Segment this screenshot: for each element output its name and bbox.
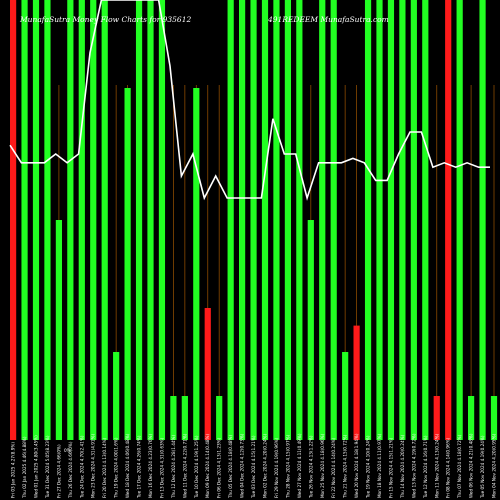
price-line xyxy=(9,0,490,201)
date-label: Fri 29 Nov 2024 4.19(0.96%) xyxy=(274,437,279,498)
volume-bar xyxy=(342,352,349,440)
volume-bar xyxy=(124,88,131,440)
date-label: Mon 02 Dec 2024 4.20(0.24%) xyxy=(263,433,268,498)
date-label: Thu 05 Dec 2024 4.18(0.48%) xyxy=(228,434,233,499)
volume-bar xyxy=(410,0,417,440)
volume-bar xyxy=(204,308,211,440)
date-label: Thu 12 Dec 2024 4.28(1.44%) xyxy=(171,434,176,499)
date-label: Wed 06 Nov 2024 4.21(0.48%) xyxy=(469,433,474,498)
volume-bar xyxy=(422,0,429,440)
date-label: Thu 07 Nov 2024 4.18(0.72%) xyxy=(457,434,462,499)
volume-bar xyxy=(239,0,246,440)
date-label: Mon 11 Nov 2024 4.13(0.24%) xyxy=(434,433,439,498)
date-label: Wed 04 Dec 2024 4.12(0.73%) xyxy=(240,433,245,498)
volume-bar xyxy=(10,0,17,440)
date-label: Fri 27 Dec 2024 4.66(0%) xyxy=(56,444,61,498)
date-label: Tue 26 Nov 2024 4.13(1.22%) xyxy=(308,435,313,499)
volume-bar xyxy=(376,0,383,440)
date-label: Tue 24 Dec 2024 4.70(2.41%) xyxy=(79,435,84,499)
volume-bar xyxy=(479,0,486,440)
volume-bar xyxy=(158,0,166,440)
volume-bar xyxy=(21,0,28,440)
volume-bar xyxy=(101,0,108,440)
volume-bar xyxy=(468,396,475,440)
volume-bar xyxy=(330,0,337,440)
volume-bar xyxy=(227,0,234,440)
date-labels: Fri 03 Jan 2025 4.27(8.9%) Thu 02 Jan 202… xyxy=(11,433,497,499)
date-label: Mon 16 Dec 2024 4.23(0.76%) xyxy=(148,433,153,498)
volume-bar xyxy=(67,0,74,440)
volume-bar xyxy=(55,220,62,440)
date-label: Tue 17 Dec 2024 4.26(0.74%) xyxy=(137,435,142,499)
volume-bar xyxy=(181,396,188,440)
date-label: Fri 13 Dec 2024 4.31(0.63%) xyxy=(159,437,164,498)
volume-bar xyxy=(44,0,51,440)
date-label: Thu 14 Nov 2024 4.20(0.24%) xyxy=(400,434,405,499)
date-label: Mon 18 Nov 2024 4.11(0.97%) xyxy=(377,433,382,498)
date-label: Mon 23 Dec 2024 4.31(4.91%) xyxy=(91,433,96,498)
date-label: Thu 28 Nov 2024 4.15(0.97%) xyxy=(285,434,290,499)
volume-bar xyxy=(90,0,97,440)
volume-bar xyxy=(261,0,269,440)
date-label: Fri 15 Nov 2024 4.15(1.21%) xyxy=(388,437,393,498)
date-label: Tue 03 Dec 2024 4.15(1.21%) xyxy=(251,435,256,499)
date-label: Tue 31 Dec 2024 5.05(8.23%) xyxy=(45,435,50,499)
date-label: Tue 05 Nov 2024 4.19(0.24%) xyxy=(480,435,485,499)
volume-bar xyxy=(170,396,177,440)
date-label: Tue 12 Nov 2024 4.16(0.71%) xyxy=(423,435,428,499)
date-label: Wed 13 Nov 2024 4.19(0.72%) xyxy=(411,433,416,498)
date-label: Wed 27 Nov 2024 4.11(0.49%) xyxy=(297,433,302,498)
date-label: Thu 21 Nov 2024 4.15(0.72%) xyxy=(343,434,348,499)
volume-bar xyxy=(319,0,326,440)
price-line-path xyxy=(9,0,490,201)
date-label: Wed 01 Jan 2025 4.80(3.45%) xyxy=(34,435,39,498)
date-label: Wed 11 Dec 2024 4.22(0.71%) xyxy=(182,433,187,498)
date-label: Tue 19 Nov 2024 4.10(0.24%) xyxy=(366,435,371,499)
date-label: Tue 10 Dec 2024 4.19(1.25%) xyxy=(194,435,199,499)
volume-bar xyxy=(399,0,406,440)
date-label: Fri 08 Nov 2024 4.14(0.96%) xyxy=(446,437,451,498)
date-label: Wed 20 Nov 2024 4.18(1.94%) xyxy=(354,433,359,498)
volume-bar xyxy=(216,396,223,440)
annotation-label: 0% xyxy=(64,448,71,453)
date-label: Thu 26 Dec 2024 4.66(0%) xyxy=(68,441,73,499)
volume-bar xyxy=(490,396,498,440)
volume-bar xyxy=(307,220,314,440)
volume-bar xyxy=(445,0,452,440)
chart-title-left: MunafaSutra Money Flow Charts for 935612 xyxy=(19,15,191,24)
date-label: Fri 06 Dec 2024 4.13(1.23%) xyxy=(217,437,222,498)
volume-bar xyxy=(364,0,372,440)
date-label: Thu 02 Jan 2025 4.46(4.88%) xyxy=(22,436,27,499)
volume-bar xyxy=(353,325,360,440)
volume-bar xyxy=(296,0,303,440)
volume-bar xyxy=(250,0,257,440)
date-label: Fri 20 Dec 2024 4.13(0.14%) xyxy=(102,437,107,498)
volume-bar xyxy=(78,0,85,440)
volume-bar xyxy=(456,0,463,440)
volume-bar xyxy=(135,0,143,440)
volume-bar xyxy=(32,0,40,440)
date-label: Mon 25 Nov 2024 4.18(0.96%) xyxy=(320,433,325,498)
volume-bar xyxy=(193,88,200,440)
volume-bar xyxy=(273,0,280,440)
date-label: Wed 18 Dec 2024 4.06(0.48%) xyxy=(125,433,130,498)
volume-bar xyxy=(284,0,291,440)
volume-bars xyxy=(10,0,498,440)
date-label: Mon 04 Nov 2024 4.20(0.95%) xyxy=(492,433,497,498)
volume-bar xyxy=(147,0,154,440)
chart-title-right: 491REDEEM MunafaSutra.com xyxy=(267,15,389,24)
volume-bar xyxy=(113,352,120,440)
volume-bar xyxy=(387,0,395,440)
volume-bar xyxy=(433,396,440,440)
date-label: Mon 09 Dec 2024 4.14(0.48%) xyxy=(205,433,210,498)
date-label: Fri 03 Jan 2025 4.27(8.9%) xyxy=(11,442,16,498)
date-label: Fri 22 Nov 2024 4.14(0.24%) xyxy=(331,437,336,498)
date-label: Thu 19 Dec 2024 4.00(1.6%) xyxy=(114,437,119,499)
